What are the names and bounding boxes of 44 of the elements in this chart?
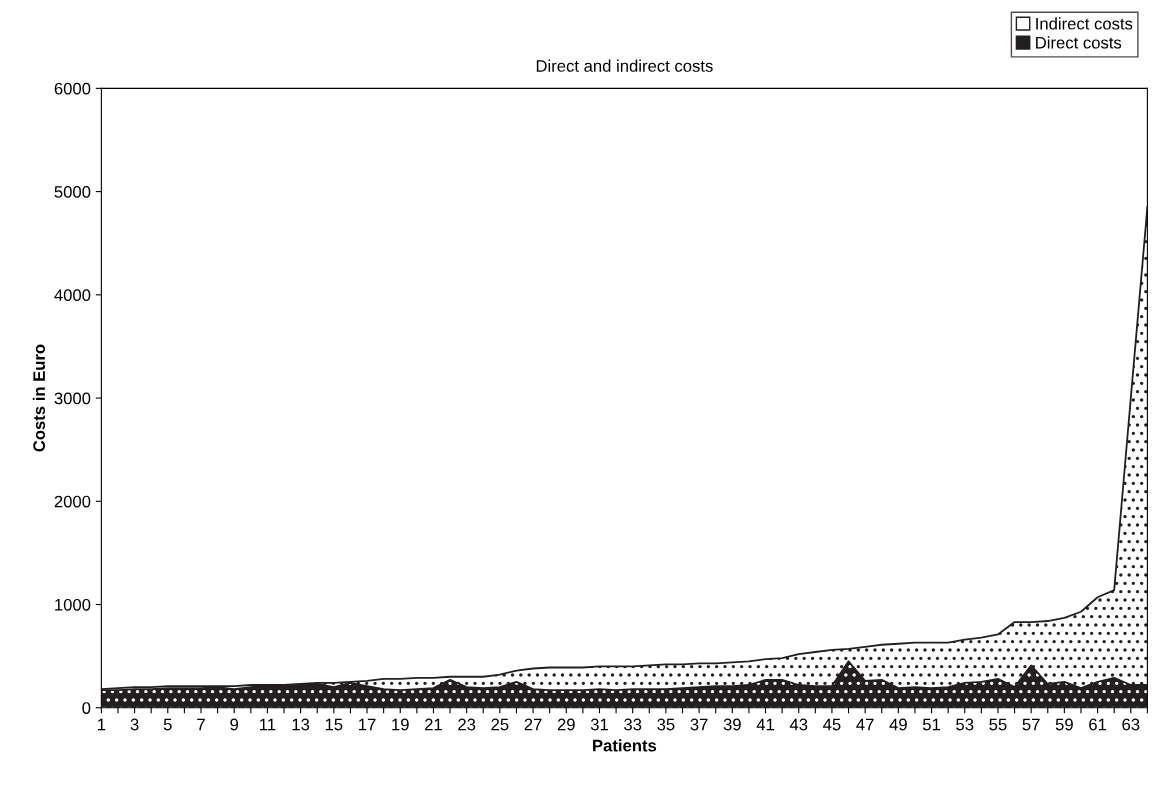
x-tick-label: 9: [230, 718, 239, 731]
x-tick-label: 23: [458, 718, 476, 731]
x-tick-label: 41: [756, 718, 774, 731]
x-tick-label: 29: [557, 718, 575, 731]
y-tick-label: 3000: [54, 392, 91, 405]
legend-label: Direct costs: [1036, 36, 1122, 49]
y-tick-label: 1000: [55, 598, 91, 611]
y-tick-label: 4000: [54, 289, 91, 302]
x-tick-label: 19: [392, 718, 409, 731]
x-tick-label: 57: [1022, 718, 1040, 731]
x-tick-label: 39: [723, 718, 741, 731]
x-tick-label: 63: [1122, 718, 1140, 731]
y-tick-label: 5000: [54, 186, 91, 198]
x-axis-title: Patients: [593, 739, 657, 752]
x-tick-label: 21: [425, 718, 442, 731]
x-tick-label: 55: [989, 718, 1007, 731]
x-tick-label: 27: [524, 718, 542, 731]
y-axis-title: Costs in Euro: [32, 344, 46, 452]
x-tick-label: 31: [590, 718, 608, 731]
y-tick-label: 6000: [54, 82, 91, 95]
x-tick-label: 53: [956, 718, 974, 731]
y-tick-label: 0: [82, 702, 91, 714]
x-tick-label: 45: [823, 718, 841, 731]
x-tick-label: 61: [1089, 718, 1107, 731]
x-tick-label: 25: [491, 718, 509, 731]
x-tick-label: 7: [197, 718, 205, 731]
x-tick-label: 17: [359, 718, 376, 731]
legend-label: Indirect costs: [1036, 17, 1133, 30]
x-tick-label: 59: [1055, 718, 1073, 731]
x-tick-label: 43: [789, 718, 808, 731]
x-tick-label: 47: [856, 718, 874, 731]
chart-title: Direct and indirect costs: [536, 59, 713, 72]
x-tick-label: 49: [889, 718, 907, 731]
x-tick-label: 3: [130, 718, 139, 731]
x-tick-label: 33: [624, 718, 642, 731]
x-tick-label: 51: [922, 718, 940, 731]
x-tick-label: 5: [163, 718, 172, 731]
x-tick-label: 37: [690, 718, 708, 731]
x-tick-label: 13: [292, 718, 310, 731]
x-tick-label: 15: [325, 718, 343, 731]
x-tick-label: 11: [260, 718, 276, 731]
x-tick-label: 35: [657, 718, 675, 731]
y-tick-label: 2000: [54, 495, 91, 508]
x-tick-label: 1: [98, 718, 106, 731]
